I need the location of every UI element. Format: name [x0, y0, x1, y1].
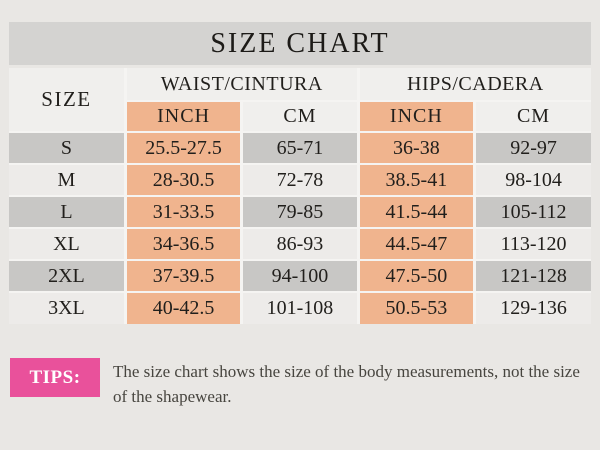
hips-inch-cell: 38.5-41	[356, 163, 477, 197]
waist-group-header: WAIST/CINTURA	[123, 67, 360, 102]
hips-inch-cell: 44.5-47	[356, 227, 477, 261]
size-column-header: SIZE	[7, 67, 127, 133]
hips-cm-cell: 113-120	[473, 227, 593, 261]
group-header-row: SIZE WAIST/CINTURA HIPS/CADERA	[7, 67, 593, 133]
waist-cm-cell: 72-78	[240, 163, 360, 197]
waist-cm-cell: 86-93	[240, 227, 360, 261]
hips-inch-cell: 47.5-50	[356, 259, 477, 293]
table-row-l: L 31-33.5 79-85 41.5-44 105-112	[7, 195, 593, 229]
hips-group-header: HIPS/CADERA	[356, 67, 593, 102]
size-cell: XL	[7, 227, 127, 261]
table-row-xl: XL 34-36.5 86-93 44.5-47 113-120	[7, 227, 593, 261]
hips-inch-cell: 50.5-53	[356, 291, 477, 325]
page-title: SIZE CHART	[9, 22, 591, 65]
waist-inch-cell: 31-33.5	[123, 195, 244, 229]
hips-inch-cell: 41.5-44	[356, 195, 477, 229]
size-cell: M	[7, 163, 127, 197]
hips-inch-header: INCH	[356, 100, 477, 133]
unit-header-row: INCH CM INCH CM	[9, 100, 593, 133]
waist-inch-cell: 34-36.5	[123, 227, 244, 261]
hips-inch-cell: 36-38	[356, 131, 477, 165]
hips-cm-cell: 92-97	[473, 131, 593, 165]
waist-inch-cell: 37-39.5	[123, 259, 244, 293]
size-cell: L	[7, 195, 127, 229]
waist-inch-cell: 25.5-27.5	[123, 131, 244, 165]
waist-cm-cell: 65-71	[240, 131, 360, 165]
waist-inch-cell: 40-42.5	[123, 291, 244, 325]
waist-inch-cell: 28-30.5	[123, 163, 244, 197]
hips-cm-header: CM	[473, 100, 593, 133]
size-cell: 3XL	[7, 291, 127, 325]
hips-cm-cell: 98-104	[473, 163, 593, 197]
waist-cm-cell: 94-100	[240, 259, 360, 293]
waist-cm-cell: 101-108	[240, 291, 360, 325]
tips-badge: TIPS:	[10, 358, 100, 397]
hips-cm-cell: 105-112	[473, 195, 593, 229]
hips-cm-cell: 129-136	[473, 291, 593, 325]
size-cell: S	[7, 131, 127, 165]
table-row-s: S 25.5-27.5 65-71 36-38 92-97	[7, 131, 593, 165]
table-row-3xl: 3XL 40-42.5 101-108 50.5-53 129-136	[7, 291, 593, 325]
tips-section: TIPS: The size chart shows the size of t…	[9, 358, 591, 409]
hips-cm-cell: 121-128	[473, 259, 593, 293]
waist-cm-cell: 79-85	[240, 195, 360, 229]
waist-cm-header: CM	[240, 100, 360, 133]
tips-text: The size chart shows the size of the bod…	[113, 362, 580, 406]
size-cell: 2XL	[7, 259, 127, 293]
table-row-2xl: 2XL 37-39.5 94-100 47.5-50 121-128	[7, 259, 593, 293]
table-row-m: M 28-30.5 72-78 38.5-41 98-104	[7, 163, 593, 197]
waist-inch-header: INCH	[123, 100, 244, 133]
size-chart-table: SIZE WAIST/CINTURA HIPS/CADERA INCH CM I…	[7, 67, 593, 325]
